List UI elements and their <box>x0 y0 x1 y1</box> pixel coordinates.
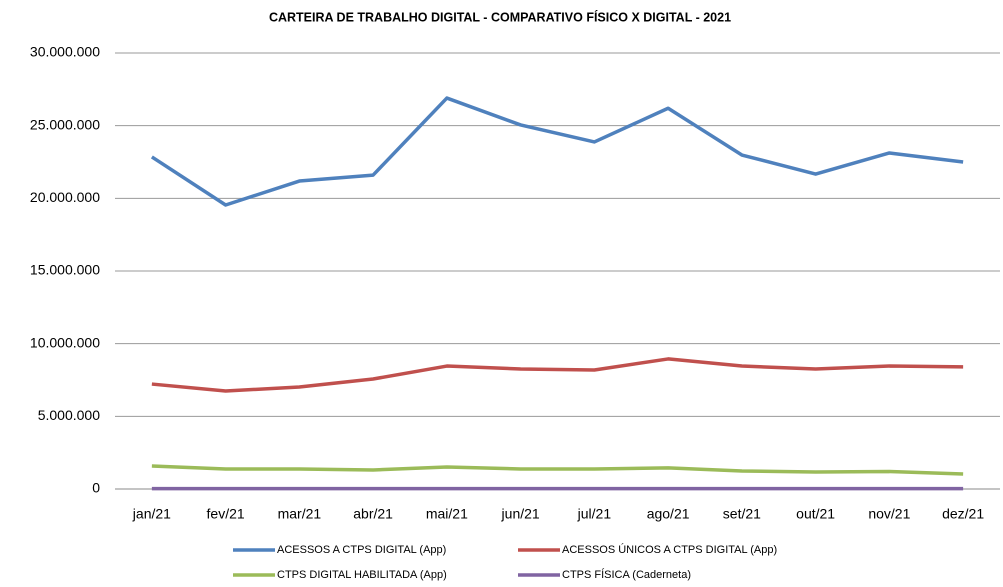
y-tick-label: 30.000.000 <box>30 44 100 60</box>
x-tick-label: ago/21 <box>647 506 690 522</box>
y-tick-label: 10.000.000 <box>30 334 100 350</box>
x-tick-label: jun/21 <box>501 506 540 522</box>
x-tick-label: mar/21 <box>278 506 322 522</box>
x-tick-label: jan/21 <box>132 506 171 522</box>
legend-label: CTPS FÍSICA (Caderneta) <box>562 568 691 581</box>
x-tick-label: fev/21 <box>207 506 245 522</box>
x-tick-label: dez/21 <box>942 506 984 522</box>
legend-label: ACESSOS ÚNICOS A CTPS DIGITAL (App) <box>562 543 777 556</box>
x-tick-label: abr/21 <box>353 506 393 522</box>
x-tick-label: set/21 <box>723 506 761 522</box>
y-tick-label: 15.000.000 <box>30 262 100 278</box>
y-tick-label: 20.000.000 <box>30 189 100 205</box>
series-line <box>151 464 964 476</box>
x-tick-label: jul/21 <box>577 506 612 522</box>
y-tick-label: 25.000.000 <box>30 116 100 132</box>
y-tick-label: 5.000.000 <box>38 407 100 423</box>
x-tick-label: nov/21 <box>868 506 910 522</box>
x-tick-label: mai/21 <box>426 506 468 522</box>
legend-label: CTPS DIGITAL HABILITADA (App) <box>277 569 447 581</box>
series-line <box>151 357 964 393</box>
legend-label: ACESSOS A CTPS DIGITAL (App) <box>277 544 446 556</box>
y-tick-label: 0 <box>92 480 100 496</box>
chart-title: CARTEIRA DE TRABALHO DIGITAL - COMPARATI… <box>269 9 731 24</box>
x-tick-label: out/21 <box>796 506 835 522</box>
series-line <box>150 96 964 207</box>
